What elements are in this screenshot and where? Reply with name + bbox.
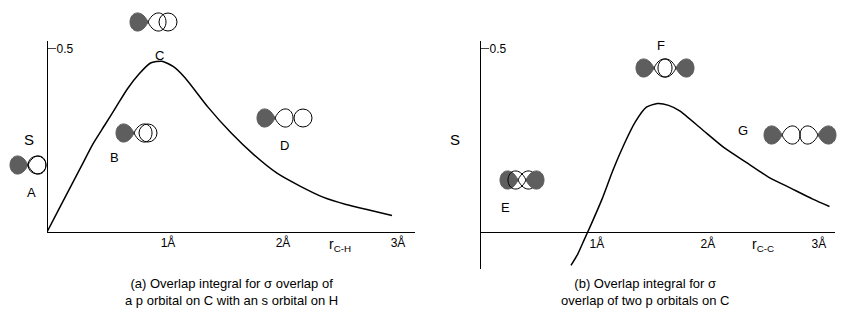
svg-text:C: C: [155, 48, 164, 63]
svg-text:0.5: 0.5: [57, 42, 74, 56]
svg-text:S: S: [450, 131, 460, 148]
svg-text:E: E: [501, 200, 510, 215]
svg-text:3Å: 3Å: [391, 235, 406, 250]
svg-text:(b) Overlap integral for σover: (b) Overlap integral for σoverlap of two…: [561, 276, 729, 308]
svg-text:S: S: [24, 131, 34, 148]
svg-text:1Å: 1Å: [161, 235, 176, 250]
svg-text:F: F: [657, 38, 665, 53]
svg-text:2Å: 2Å: [701, 236, 716, 251]
svg-text:2Å: 2Å: [276, 235, 291, 250]
svg-text:3Å: 3Å: [811, 236, 826, 251]
svg-text:0.5: 0.5: [490, 42, 507, 56]
svg-text:r​C-H​: r​C-H​: [329, 236, 351, 254]
svg-text:r​C-C​: r​C-C​: [752, 236, 774, 254]
svg-text:B: B: [110, 150, 119, 165]
svg-text:A: A: [27, 185, 36, 200]
svg-text:1Å: 1Å: [590, 236, 605, 251]
svg-text:(a) Overlap integral for σ ove: (a) Overlap integral for σ overlap ofa p…: [125, 276, 338, 308]
svg-text:D: D: [280, 138, 289, 153]
svg-text:G: G: [738, 123, 748, 138]
